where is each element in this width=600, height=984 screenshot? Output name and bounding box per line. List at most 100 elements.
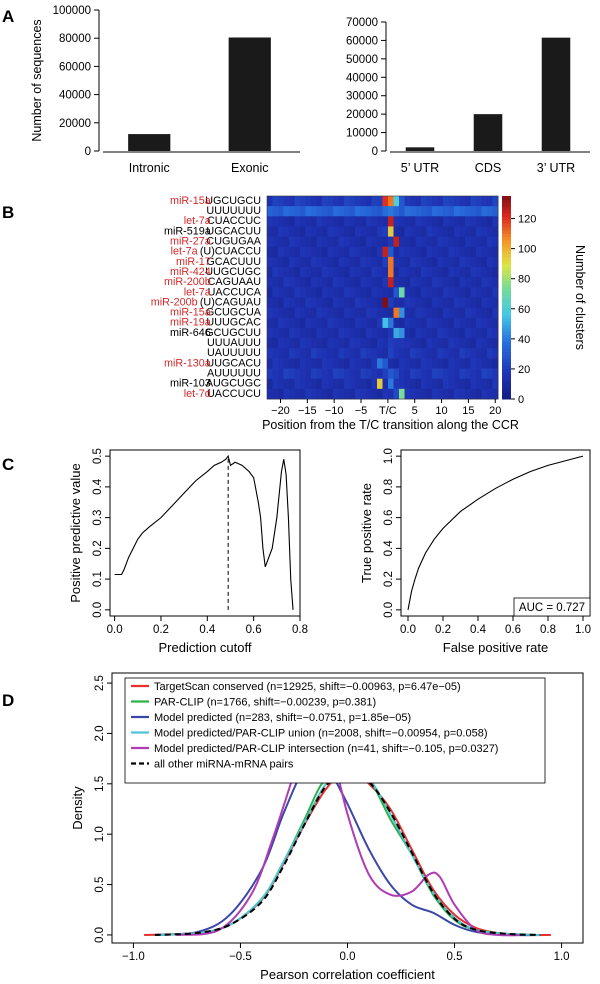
heatmap-cell — [492, 348, 499, 359]
heatmap-cell — [327, 378, 334, 390]
heatmap-cell — [294, 358, 301, 369]
colorbar-segment — [502, 314, 511, 319]
heatmap-cell — [316, 206, 323, 217]
heatmap-cell — [283, 236, 290, 248]
colorbar-segment — [502, 196, 511, 200]
heatmap-cell — [426, 236, 433, 248]
x-axis-title: False positive rate — [443, 640, 549, 655]
heatmap-cell — [432, 196, 438, 207]
heatmap-cell — [481, 267, 488, 278]
heatmap-cell — [404, 267, 411, 278]
row-seq-label: UAUUUUU — [207, 347, 261, 359]
heatmap-cell — [333, 297, 339, 309]
heatmap-cell — [360, 196, 367, 207]
heatmap-cell — [443, 287, 449, 298]
heatmap-cell — [360, 236, 367, 248]
heatmap-cell — [426, 317, 433, 329]
heatmap-cell — [415, 317, 422, 329]
heatmap-cell — [300, 226, 306, 237]
heatmap-cell — [415, 307, 422, 319]
bar-3-utr — [541, 37, 571, 151]
heatmap-cell — [349, 287, 356, 298]
heatmap-cell — [305, 348, 312, 359]
heatmap-cell — [393, 246, 400, 258]
heatmap-cell — [388, 196, 394, 207]
heatmap-cell — [404, 327, 411, 339]
heatmap-cell — [267, 246, 273, 258]
heatmap-cell — [432, 226, 438, 237]
heatmap-cell — [327, 226, 334, 237]
heatmap-cell — [404, 206, 411, 217]
heatmap-cell — [470, 388, 477, 400]
y-axis-title: True positive rate — [359, 483, 374, 583]
heatmap-cell — [311, 348, 317, 359]
heatmap-cell — [294, 236, 301, 248]
row-mirna-label: miR-27a — [170, 236, 211, 248]
heatmap-cell — [454, 297, 460, 309]
y-tick-label: 80000 — [59, 33, 91, 45]
heatmap-cell — [338, 358, 345, 369]
x-tick-label: 0.8 — [540, 624, 556, 636]
heatmap-cell — [421, 348, 427, 359]
heatmap-cell — [448, 338, 455, 349]
heatmap-cell — [388, 388, 394, 400]
heatmap-cell — [437, 277, 444, 288]
heatmap-cell — [492, 358, 499, 369]
heatmap-cell — [338, 236, 345, 248]
heatmap-cell — [437, 348, 444, 359]
heatmap-cell — [492, 277, 499, 288]
heatmap-cell — [492, 338, 499, 349]
heatmap-cell — [294, 196, 301, 207]
heatmap-cell — [338, 368, 345, 380]
heatmap-cell — [300, 358, 306, 369]
heatmap-cell — [459, 277, 466, 288]
y-tick-label: 0.2 — [383, 571, 395, 587]
heatmap-cell — [278, 368, 284, 380]
heatmap-cell — [481, 206, 488, 217]
colorbar-segment — [502, 256, 511, 261]
series-line-1 — [154, 765, 541, 936]
heatmap-cell — [311, 216, 317, 227]
heatmap-cell — [344, 206, 350, 217]
heatmap-cell — [454, 378, 460, 390]
heatmap-cell — [377, 246, 383, 258]
heatmap-cell — [393, 378, 400, 390]
heatmap-cell — [421, 327, 427, 339]
heatmap-cell — [432, 206, 438, 217]
row-seq-label: AUUUUUU — [207, 367, 261, 379]
legend-label: PAR-CLIP (n=1766, shift=−0.00239, p=0.38… — [154, 697, 376, 709]
heatmap-cell — [333, 277, 339, 288]
heatmap-cell — [443, 246, 449, 258]
heatmap-cell — [355, 287, 361, 298]
heatmap-cell — [360, 267, 367, 278]
heatmap-cell — [415, 358, 422, 369]
heatmap-cell — [421, 287, 427, 298]
heatmap-cell — [344, 196, 350, 207]
colorbar-tick-label: 80 — [518, 274, 530, 286]
heatmap-cell — [267, 196, 273, 207]
colorbar-segment — [502, 334, 511, 339]
heatmap-cell — [360, 216, 367, 227]
heatmap-cell — [459, 307, 466, 319]
heatmap-cell — [360, 256, 367, 268]
x-category-label: 3’ UTR — [537, 161, 575, 175]
row-seq-label: AUGCUGC — [206, 378, 261, 390]
heatmap-cell — [278, 358, 284, 369]
heatmap-cell — [432, 216, 438, 227]
heatmap-cell — [300, 388, 306, 400]
colorbar-segment — [502, 341, 511, 346]
heatmap-cell — [470, 287, 477, 298]
colorbar-segment — [502, 351, 511, 356]
heatmap-cell — [305, 256, 312, 268]
heatmap-cell — [415, 267, 422, 278]
heatmap-cell — [443, 348, 449, 359]
heatmap-cell — [316, 317, 323, 329]
x-tick-label: 0.5 — [447, 951, 463, 963]
heatmap-cell — [388, 378, 394, 390]
heatmap-cell — [465, 307, 471, 319]
heatmap-cell — [316, 267, 323, 278]
heatmap-cell — [338, 206, 345, 217]
y-tick-label: 0.6 — [383, 510, 395, 526]
heatmap-cell — [476, 368, 482, 380]
